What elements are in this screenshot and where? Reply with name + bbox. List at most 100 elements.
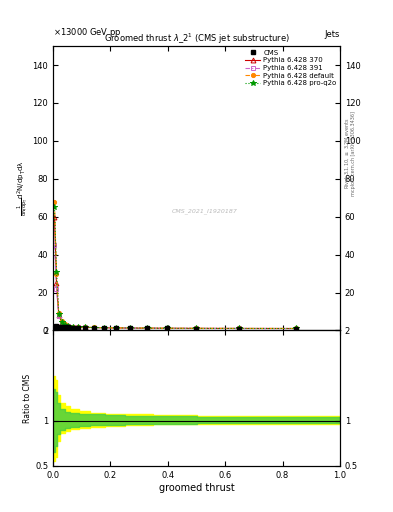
Pythia 6.428 391 <box>165 325 170 331</box>
CMS <box>194 326 198 332</box>
Pythia 6.428 default <box>92 325 96 331</box>
Pythia 6.428 pro-q2o <box>194 325 198 331</box>
CMS <box>113 325 118 331</box>
Pythia 6.428 391 <box>52 242 57 248</box>
Pythia 6.428 pro-q2o <box>57 311 61 317</box>
Pythia 6.428 370 <box>57 312 61 318</box>
Pythia 6.428 default <box>128 325 132 331</box>
Line: Pythia 6.428 pro-q2o: Pythia 6.428 pro-q2o <box>52 204 299 331</box>
CMS <box>128 325 132 331</box>
CMS <box>59 324 64 330</box>
Pythia 6.428 370 <box>52 214 57 220</box>
Text: $\times$13000 GeV pp: $\times$13000 GeV pp <box>53 26 121 39</box>
Pythia 6.428 pro-q2o <box>128 325 132 331</box>
Pythia 6.428 370 <box>102 325 107 331</box>
Pythia 6.428 pro-q2o <box>70 324 75 330</box>
Pythia 6.428 pro-q2o <box>62 322 67 328</box>
Pythia 6.428 default <box>294 326 299 332</box>
Pythia 6.428 pro-q2o <box>237 325 241 331</box>
Pythia 6.428 pro-q2o <box>52 204 57 210</box>
X-axis label: groomed thrust: groomed thrust <box>159 482 234 493</box>
Pythia 6.428 default <box>59 318 64 325</box>
Pythia 6.428 391 <box>59 319 64 326</box>
Pythia 6.428 pro-q2o <box>113 325 118 331</box>
Legend: CMS, Pythia 6.428 370, Pythia 6.428 391, Pythia 6.428 default, Pythia 6.428 pro-: CMS, Pythia 6.428 370, Pythia 6.428 391,… <box>244 48 338 88</box>
Pythia 6.428 pro-q2o <box>92 325 96 331</box>
CMS <box>57 324 61 330</box>
CMS <box>145 325 149 331</box>
Pythia 6.428 pro-q2o <box>59 318 64 325</box>
CMS <box>294 326 299 332</box>
Pythia 6.428 default <box>62 322 67 328</box>
Pythia 6.428 370 <box>165 325 170 331</box>
Pythia 6.428 default <box>113 325 118 331</box>
Pythia 6.428 391 <box>128 325 132 331</box>
Title: Groomed thrust $\lambda\_2^1$ (CMS jet substructure): Groomed thrust $\lambda\_2^1$ (CMS jet s… <box>104 32 289 46</box>
Pythia 6.428 391 <box>70 324 75 330</box>
Pythia 6.428 pro-q2o <box>294 326 299 332</box>
Pythia 6.428 391 <box>62 322 67 328</box>
Pythia 6.428 391 <box>145 325 149 331</box>
Pythia 6.428 370 <box>66 323 70 329</box>
Pythia 6.428 pro-q2o <box>145 325 149 331</box>
Pythia 6.428 370 <box>194 325 198 331</box>
Pythia 6.428 default <box>52 199 57 205</box>
Pythia 6.428 370 <box>128 325 132 331</box>
Pythia 6.428 391 <box>76 324 81 330</box>
Pythia 6.428 391 <box>294 326 299 332</box>
CMS <box>70 325 75 331</box>
Text: mcplots.cern.ch [arXiv:1306.3436]: mcplots.cern.ch [arXiv:1306.3436] <box>351 111 356 196</box>
Pythia 6.428 391 <box>83 325 88 331</box>
Pythia 6.428 default <box>57 310 61 316</box>
Pythia 6.428 default <box>76 324 81 330</box>
Pythia 6.428 default <box>237 325 241 331</box>
Pythia 6.428 default <box>70 324 75 330</box>
Text: Rivet 3.1.10, $\geq$ 3.2M events: Rivet 3.1.10, $\geq$ 3.2M events <box>344 118 351 189</box>
CMS <box>83 325 88 331</box>
Line: Pythia 6.428 370: Pythia 6.428 370 <box>52 215 299 331</box>
CMS <box>66 325 70 331</box>
Pythia 6.428 default <box>83 324 88 330</box>
CMS <box>62 324 67 330</box>
Pythia 6.428 default <box>66 323 70 329</box>
Text: Jets: Jets <box>325 30 340 39</box>
Pythia 6.428 391 <box>102 325 107 331</box>
Pythia 6.428 391 <box>113 325 118 331</box>
Pythia 6.428 391 <box>57 313 61 319</box>
Pythia 6.428 pro-q2o <box>83 324 88 330</box>
Pythia 6.428 370 <box>76 324 81 330</box>
CMS <box>237 326 241 332</box>
CMS <box>102 325 107 331</box>
Pythia 6.428 pro-q2o <box>165 325 170 331</box>
Pythia 6.428 pro-q2o <box>66 323 70 329</box>
Pythia 6.428 391 <box>92 325 96 331</box>
Pythia 6.428 391 <box>194 325 198 331</box>
Pythia 6.428 391 <box>237 326 241 332</box>
Pythia 6.428 370 <box>54 280 59 286</box>
Text: CMS_2021_I1920187: CMS_2021_I1920187 <box>172 208 238 214</box>
Pythia 6.428 default <box>165 325 170 331</box>
Line: Pythia 6.428 default: Pythia 6.428 default <box>52 200 298 331</box>
Pythia 6.428 370 <box>83 324 88 330</box>
CMS <box>165 326 170 332</box>
CMS <box>54 323 59 329</box>
Line: CMS: CMS <box>52 324 299 331</box>
Pythia 6.428 370 <box>237 325 241 331</box>
Pythia 6.428 370 <box>294 326 299 332</box>
Pythia 6.428 370 <box>62 322 67 328</box>
Pythia 6.428 370 <box>92 325 96 331</box>
Pythia 6.428 370 <box>113 325 118 331</box>
Pythia 6.428 370 <box>70 324 75 330</box>
Pythia 6.428 391 <box>54 286 59 292</box>
Pythia 6.428 default <box>102 325 107 331</box>
Y-axis label: Ratio to CMS: Ratio to CMS <box>23 374 32 423</box>
CMS <box>76 325 81 331</box>
CMS <box>92 325 96 331</box>
Pythia 6.428 default <box>145 325 149 331</box>
Pythia 6.428 370 <box>59 319 64 325</box>
Pythia 6.428 pro-q2o <box>54 269 59 275</box>
Pythia 6.428 370 <box>145 325 149 331</box>
Line: Pythia 6.428 391: Pythia 6.428 391 <box>52 243 298 331</box>
Pythia 6.428 default <box>54 270 59 276</box>
Pythia 6.428 pro-q2o <box>76 324 81 330</box>
